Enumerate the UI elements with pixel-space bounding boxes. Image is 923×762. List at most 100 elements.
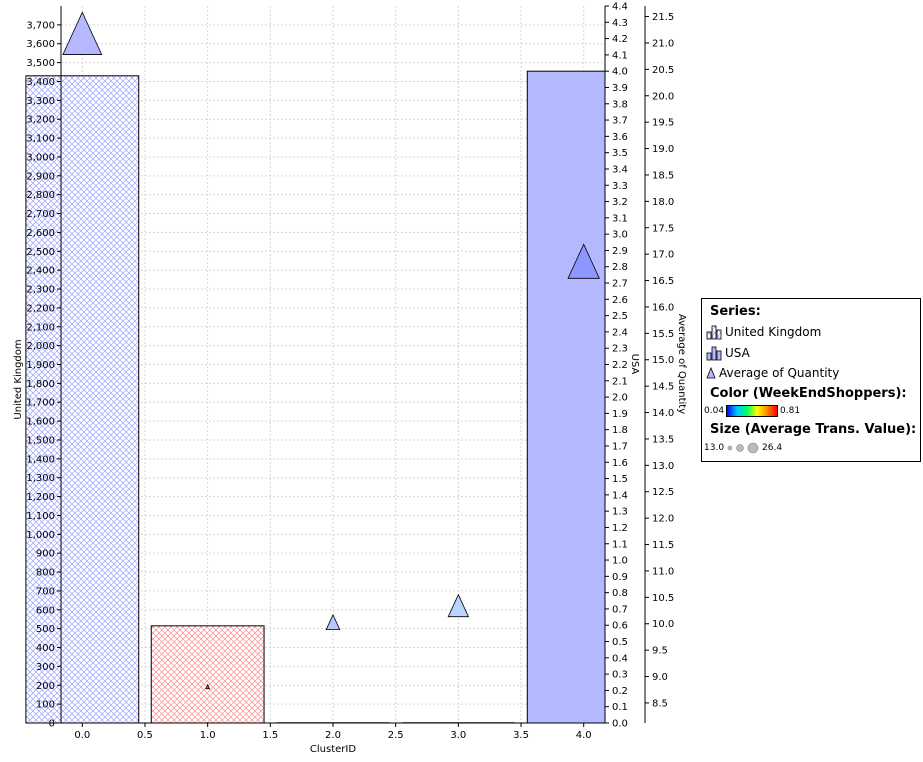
y-left-tick-label: 200 bbox=[36, 681, 55, 692]
y-right-tick-label: 2.7 bbox=[612, 279, 628, 290]
y-right-tick-label: 3.6 bbox=[612, 132, 628, 143]
y-right-tick-label: 3.2 bbox=[612, 197, 628, 208]
y-right-tick-label: 2.6 bbox=[612, 295, 628, 306]
y-outer-tick-label: 21.0 bbox=[652, 38, 674, 49]
y-left-tick-label: 2,900 bbox=[26, 171, 55, 182]
grid-lines bbox=[61, 6, 605, 724]
y-left-tick-label: 1,100 bbox=[26, 511, 55, 522]
y-left-tick-label: 1,300 bbox=[26, 473, 55, 484]
y-left-tick-label: 100 bbox=[36, 700, 55, 711]
y-right-tick-label: 3.9 bbox=[612, 83, 628, 94]
y-right-tick-label: 1.7 bbox=[612, 441, 628, 452]
y-outer-tick-label: 15.0 bbox=[652, 355, 674, 366]
y-outer-tick-label: 11.0 bbox=[652, 566, 674, 577]
y-axis-title-right-outer: Average of Quantity bbox=[676, 314, 687, 414]
bars bbox=[25, 70, 606, 724]
x-axis-title: ClusterID bbox=[310, 744, 356, 755]
legend-size-min: 13.0 bbox=[704, 443, 725, 453]
bar-chart-icon bbox=[706, 325, 722, 340]
legend-label-average-of-quantity: Average of Quantity bbox=[719, 366, 840, 380]
y-right-tick-label: 1.6 bbox=[612, 458, 628, 469]
y-outer-tick-label: 19.0 bbox=[652, 144, 674, 155]
legend-label-usa: USA bbox=[725, 346, 750, 360]
y-right-tick-label: 1.1 bbox=[612, 539, 628, 550]
legend-label-united-kingdom: United Kingdom bbox=[725, 325, 822, 339]
y-right-tick-label: 2.2 bbox=[612, 360, 628, 371]
x-tick-label: 2.0 bbox=[325, 730, 341, 741]
y-outer-tick-label: 16.0 bbox=[652, 302, 674, 313]
y-outer-tick-label: 10.5 bbox=[652, 593, 674, 604]
y-right-tick-label: 0.6 bbox=[612, 621, 628, 632]
y-right-tick-label: 0.5 bbox=[612, 637, 628, 648]
bar-usa-0 bbox=[526, 70, 606, 724]
bar-united-kingdom-0 bbox=[25, 75, 140, 724]
triangle-markers bbox=[62, 11, 600, 690]
y-left-tick-label: 3,300 bbox=[26, 96, 55, 107]
axes: 0.0 0.5 1.0 1.5 2.0 2.5 3.0 3.5 4.0 0 100 200 300 400… bbox=[26, 2, 674, 742]
y-left-tick-label: 500 bbox=[36, 624, 55, 635]
y-right-tick-label: 4.3 bbox=[612, 18, 628, 29]
y-left-tick-label: 3,700 bbox=[26, 20, 55, 31]
legend-color-scale: 0.04 0.81 bbox=[704, 405, 800, 417]
y-outer-tick-label: 9.5 bbox=[652, 646, 668, 657]
y-left-tick-label: 2,300 bbox=[26, 285, 55, 296]
y-outer-tick-label: 13.5 bbox=[652, 434, 674, 445]
legend: Series: United Kingdom USA Average of Qu… bbox=[701, 298, 921, 462]
y-outer-tick-label: 14.0 bbox=[652, 408, 674, 419]
y-outer-tick-label: 18.5 bbox=[652, 170, 674, 181]
y-right-tick-label: 3.3 bbox=[612, 181, 628, 192]
y-left-tick-label: 3,600 bbox=[26, 39, 55, 50]
y-outer-tick-label: 14.5 bbox=[652, 382, 674, 393]
y-right-tick-label: 1.8 bbox=[612, 425, 628, 436]
y-right-tick-label: 0.7 bbox=[612, 604, 628, 615]
y-outer-tick-label: 19.5 bbox=[652, 118, 674, 129]
legend-size-scale: 13.0 26.4 bbox=[704, 442, 782, 454]
y-left-tick-label: 3,000 bbox=[26, 152, 55, 163]
triangle-icon bbox=[706, 367, 716, 379]
triangle-marker-4 bbox=[567, 243, 600, 279]
y-left-tick-label: 1,900 bbox=[26, 360, 55, 371]
y-right-tick-label: 2.9 bbox=[612, 246, 628, 257]
y-left-tick-label: 2,100 bbox=[26, 322, 55, 333]
x-tick-label: 3.0 bbox=[450, 730, 466, 741]
y-left-tick-label: 300 bbox=[36, 662, 55, 673]
y-right-tick-label: 4.2 bbox=[612, 34, 628, 45]
y-left-tick-label: 1,200 bbox=[26, 492, 55, 503]
y-right-tick-label: 1.9 bbox=[612, 409, 628, 420]
y-outer-tick-label: 17.5 bbox=[652, 223, 674, 234]
y-right-tick-label: 3.4 bbox=[612, 164, 628, 175]
legend-color-max: 0.81 bbox=[780, 406, 801, 416]
y-left-tick-label: 1,600 bbox=[26, 417, 55, 428]
x-tick-label: 0.5 bbox=[137, 730, 153, 741]
x-tick-label: 1.0 bbox=[200, 730, 216, 741]
y-left-tick-label: 2,000 bbox=[26, 341, 55, 352]
y-left-tick-label: 2,500 bbox=[26, 247, 55, 258]
legend-color-title: Color (WeekEndShoppers): bbox=[710, 386, 907, 401]
color-gradient-bar bbox=[726, 405, 779, 417]
y-outer-tick-label: 9.0 bbox=[652, 672, 668, 683]
y-left-tick-label: 3,500 bbox=[26, 58, 55, 69]
legend-series-title: Series: bbox=[710, 304, 761, 319]
y-outer-tick-label: 20.5 bbox=[652, 65, 674, 76]
y-right-tick-label: 1.3 bbox=[612, 507, 628, 518]
y-right-tick-label: 0.9 bbox=[612, 572, 628, 583]
y-left-tick-label: 900 bbox=[36, 549, 55, 560]
y-outer-tick-label: 15.5 bbox=[652, 329, 674, 340]
y-right-tick-label: 2.8 bbox=[612, 262, 628, 273]
y-axis-title-left: United Kingdom bbox=[13, 339, 24, 419]
y-right-tick-label: 1.0 bbox=[612, 556, 628, 567]
y-right-tick-label: 0.4 bbox=[612, 653, 628, 664]
y-right-tick-label: 4.1 bbox=[612, 50, 628, 61]
y-left-tick-label: 1,000 bbox=[26, 530, 55, 541]
x-tick-label: 2.5 bbox=[388, 730, 404, 741]
y-outer-tick-label: 20.0 bbox=[652, 91, 674, 102]
triangle-marker-0 bbox=[62, 11, 103, 55]
y-left-tick-label: 1,800 bbox=[26, 379, 55, 390]
y-right-tick-label: 0.1 bbox=[612, 702, 628, 713]
y-outer-tick-label: 16.5 bbox=[652, 276, 674, 287]
y-right-tick-label: 1.4 bbox=[612, 490, 628, 501]
y-right-tick-label: 3.8 bbox=[612, 99, 628, 110]
legend-item-usa: USA bbox=[706, 345, 750, 361]
y-outer-tick-label: 11.5 bbox=[652, 540, 674, 551]
